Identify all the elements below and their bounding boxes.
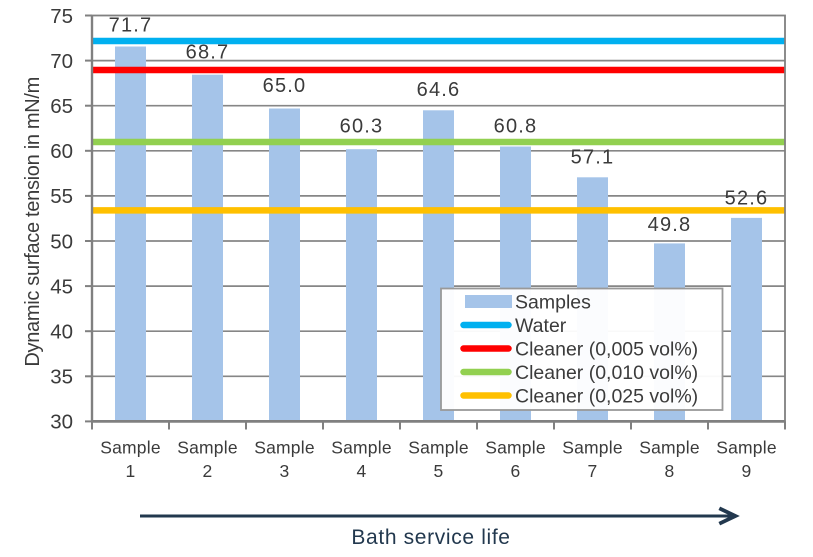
svg-text:52.6: 52.6 [725, 187, 769, 209]
svg-text:35: 35 [50, 366, 73, 389]
svg-text:64.6: 64.6 [417, 79, 461, 101]
svg-text:1: 1 [126, 461, 136, 481]
svg-text:Sample: Sample [716, 438, 777, 458]
svg-text:8: 8 [665, 461, 675, 481]
svg-text:68.7: 68.7 [186, 41, 230, 63]
svg-text:Sample: Sample [639, 438, 700, 458]
svg-text:3: 3 [280, 461, 290, 481]
svg-text:60.3: 60.3 [340, 116, 384, 138]
svg-text:57.1: 57.1 [571, 147, 615, 169]
svg-text:40: 40 [50, 321, 73, 344]
svg-text:65: 65 [50, 95, 73, 118]
svg-text:45: 45 [50, 275, 73, 298]
svg-text:9: 9 [742, 461, 752, 481]
svg-text:Cleaner (0,025 vol%): Cleaner (0,025 vol%) [515, 386, 698, 408]
svg-text:Sample: Sample [331, 438, 392, 458]
svg-text:60: 60 [50, 140, 73, 163]
svg-text:71.7: 71.7 [109, 14, 153, 36]
svg-text:65.0: 65.0 [263, 75, 307, 97]
svg-text:55: 55 [50, 185, 73, 208]
svg-text:Cleaner (0,005 vol%): Cleaner (0,005 vol%) [515, 339, 698, 361]
svg-text:Dynamic surface tension in mN/: Dynamic surface tension in mN/m [22, 77, 44, 367]
svg-text:50: 50 [50, 230, 73, 253]
svg-text:Samples: Samples [515, 292, 591, 314]
svg-text:Water: Water [515, 315, 567, 337]
svg-text:6: 6 [511, 461, 521, 481]
svg-text:2: 2 [203, 461, 213, 481]
svg-text:5: 5 [434, 461, 444, 481]
svg-text:Sample: Sample [100, 438, 161, 458]
svg-text:Sample: Sample [177, 438, 238, 458]
svg-text:Cleaner (0,010 vol%): Cleaner (0,010 vol%) [515, 362, 698, 384]
svg-text:49.8: 49.8 [648, 214, 692, 236]
svg-text:30: 30 [50, 411, 73, 434]
svg-text:Sample: Sample [562, 438, 623, 458]
svg-text:7: 7 [588, 461, 598, 481]
svg-text:60.8: 60.8 [494, 115, 538, 137]
svg-text:70: 70 [50, 50, 73, 73]
svg-text:Sample: Sample [485, 438, 546, 458]
svg-text:Bath service life: Bath service life [351, 526, 510, 549]
svg-text:75: 75 [50, 5, 73, 28]
svg-text:Sample: Sample [254, 438, 315, 458]
svg-text:Sample: Sample [408, 438, 469, 458]
svg-text:4: 4 [357, 461, 367, 481]
